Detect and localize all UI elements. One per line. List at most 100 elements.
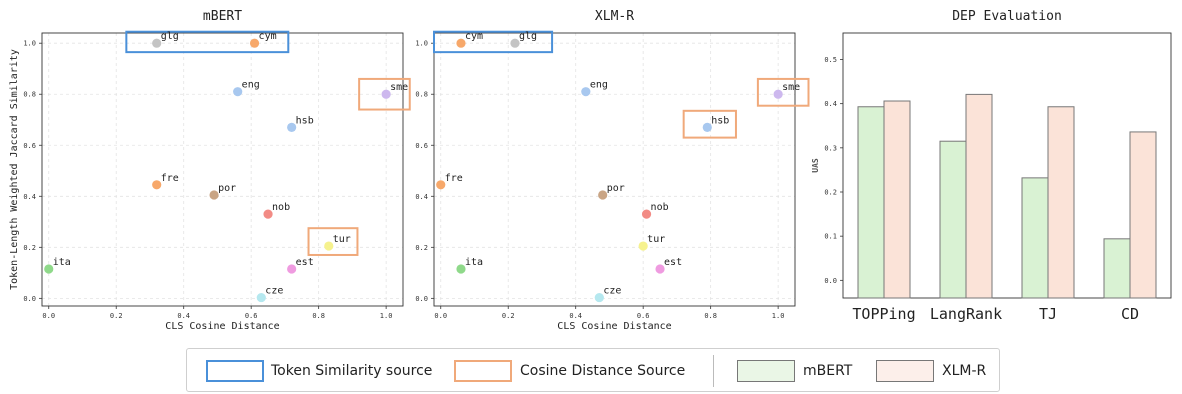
bar-XLM-R-TOPPing xyxy=(883,100,911,299)
point-label-eng: eng xyxy=(590,80,608,91)
legend-divider xyxy=(713,355,714,387)
y-tick-label: 0.0 xyxy=(415,295,428,303)
point-label-hsb: hsb xyxy=(711,115,729,126)
highlight-box-token xyxy=(125,30,290,54)
point-label-glg: glg xyxy=(519,31,537,42)
chart-panel-3: DEP Evaluation 0.0 0.1 0.2 0.3 0.4 0.5 TOPPing L… xyxy=(811,9,1172,323)
legend: Token Similarity source Cosine Distance … xyxy=(186,348,1000,392)
point-label-por: por xyxy=(607,183,625,194)
chart-title: DEP Evaluation xyxy=(952,9,1062,24)
scatter-point-nob xyxy=(641,209,652,219)
point-label-glg: glg xyxy=(161,31,179,42)
scatter-point-cym xyxy=(456,38,466,48)
bar-mBERT-TJ xyxy=(1021,177,1049,299)
point-label-tur: tur xyxy=(333,234,351,245)
y-tick-label: 0.0 xyxy=(824,277,837,285)
y-axis-label: UAS xyxy=(811,158,820,173)
bar-mBERT-LangRank xyxy=(939,140,967,299)
point-label-cze: cze xyxy=(265,286,283,297)
point-label-tur: tur xyxy=(647,234,665,245)
plot-frame xyxy=(41,32,404,307)
bar-mBERT-TOPPing xyxy=(857,106,885,299)
scatter-point-cym xyxy=(249,38,260,48)
y-tick-label: 0.4 xyxy=(23,193,36,201)
point-label-cym: cym xyxy=(465,31,483,42)
point-label-por: por xyxy=(218,183,236,194)
y-tick-label: 1.0 xyxy=(415,40,428,48)
bar-XLM-R-CD xyxy=(1129,131,1157,299)
point-label-cym: cym xyxy=(259,31,277,42)
scatter-point-por xyxy=(209,190,219,200)
highlight-box-cosine xyxy=(307,227,359,256)
y-tick-label: 0.0 xyxy=(23,295,36,303)
point-label-ita: ita xyxy=(465,257,483,268)
x-tick-label: 1.0 xyxy=(380,312,393,320)
x-axis-label: CLS Cosine Distance xyxy=(165,321,279,332)
chart-title: mBERT xyxy=(203,9,242,24)
y-tick-label: 0.6 xyxy=(23,142,36,150)
legend-label-token-similarity: Token Similarity source xyxy=(271,363,433,379)
scatter-point-tur xyxy=(638,241,648,251)
plot-frame xyxy=(842,32,1172,299)
point-label-est: est xyxy=(664,257,682,268)
scatter-point-tur xyxy=(324,241,334,251)
x-tick-label: 0.6 xyxy=(245,312,258,320)
x-tick-label-TJ: TJ xyxy=(1039,305,1057,323)
scatter-point-fre xyxy=(152,180,162,190)
x-tick-label: 0.8 xyxy=(312,312,325,320)
legend-swatch-cosine-box xyxy=(454,360,512,382)
y-tick-label: 0.4 xyxy=(824,100,837,108)
point-label-est: est xyxy=(296,257,314,268)
scatter-point-sme xyxy=(773,89,783,99)
chart-panel-2: XLM-R 0.0 0.2 0.4 0.6 0.8 1.0 0.0 0.2 0.4 0.6 0.8 1.… xyxy=(415,9,810,332)
scatter-point-est xyxy=(655,264,665,274)
y-tick-label: 0.8 xyxy=(23,91,36,99)
scatter-point-est xyxy=(287,264,297,274)
scatter-point-nob xyxy=(263,209,273,219)
x-axis-label: CLS Cosine Distance xyxy=(557,321,671,332)
point-label-ita: ita xyxy=(53,257,71,268)
x-tick-label: 0.0 xyxy=(42,312,55,320)
point-label-sme: sme xyxy=(390,82,408,93)
x-tick-label: 0.8 xyxy=(704,312,717,320)
scatter-point-cze xyxy=(256,292,266,303)
y-tick-label: 1.0 xyxy=(23,40,36,48)
scatter-point-por xyxy=(598,190,608,200)
legend-label-xlmr: XLM-R xyxy=(942,363,987,379)
legend-swatch-xlmr xyxy=(876,360,934,382)
scatter-point-hsb xyxy=(702,122,712,133)
x-tick-label: 0.0 xyxy=(434,312,447,320)
highlight-box-cosine xyxy=(756,77,810,107)
scatter-point-glg xyxy=(510,38,520,48)
x-tick-label-CD: CD xyxy=(1121,305,1139,323)
x-tick-label-LangRank: LangRank xyxy=(930,305,1002,323)
point-label-hsb: hsb xyxy=(296,115,314,126)
y-tick-label: 0.5 xyxy=(824,56,837,64)
y-tick-label: 0.2 xyxy=(23,244,36,252)
point-label-fre: fre xyxy=(445,173,463,184)
scatter-point-ita xyxy=(44,264,54,274)
x-tick-label: 0.2 xyxy=(502,312,515,320)
scatter-point-sme xyxy=(381,89,391,99)
y-tick-label: 0.2 xyxy=(415,244,428,252)
y-axis-label: Token-Length Weighted Jaccard Similarity xyxy=(9,49,20,290)
chart-title: XLM-R xyxy=(595,9,634,24)
bar-mBERT-CD xyxy=(1103,238,1131,299)
point-label-sme: sme xyxy=(782,82,800,93)
point-label-nob: nob xyxy=(651,202,669,213)
x-tick-label: 0.4 xyxy=(177,312,190,320)
y-tick-label: 0.2 xyxy=(824,189,837,197)
bar-XLM-R-TJ xyxy=(1047,106,1075,299)
legend-label-cosine-distance: Cosine Distance Source xyxy=(520,363,686,379)
point-label-fre: fre xyxy=(161,173,179,184)
plot-frame xyxy=(433,32,796,307)
bar-XLM-R-LangRank xyxy=(965,93,993,299)
scatter-point-glg xyxy=(152,38,162,48)
scatter-point-eng xyxy=(581,87,591,97)
x-tick-label: 1.0 xyxy=(772,312,785,320)
x-tick-label-TOPPing: TOPPing xyxy=(852,305,915,323)
y-tick-label: 0.1 xyxy=(824,233,837,241)
y-tick-label: 0.3 xyxy=(824,144,837,152)
highlight-box-token xyxy=(433,30,554,54)
